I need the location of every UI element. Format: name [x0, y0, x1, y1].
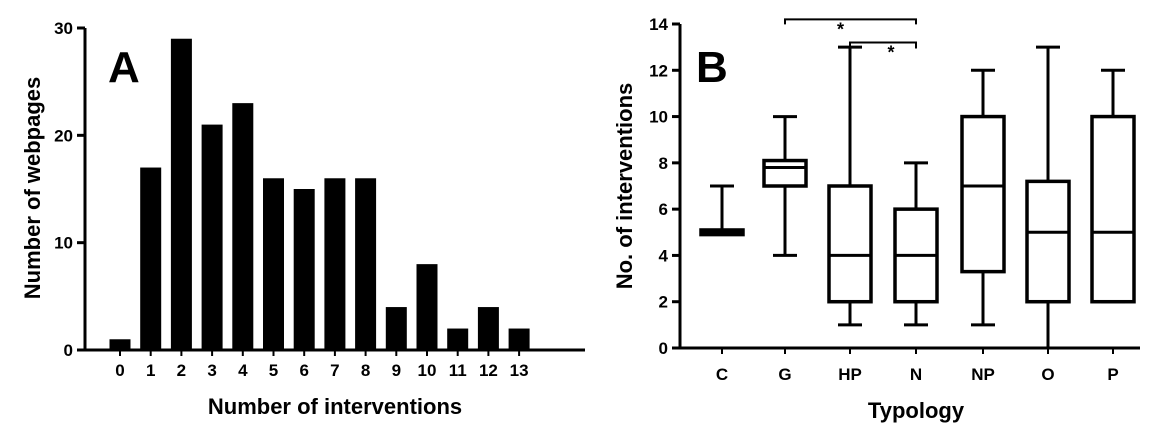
x-tick-label: 0 — [115, 361, 124, 380]
x-tick-label: 10 — [418, 361, 437, 380]
box — [960, 114, 1006, 274]
bar — [355, 178, 377, 350]
box-plot-o — [1025, 45, 1071, 350]
box-plot-hp — [827, 45, 873, 327]
y-tick-label: 2 — [659, 293, 668, 312]
bar — [447, 328, 469, 350]
x-tick-label: P — [1107, 365, 1118, 384]
x-tick-label: NP — [971, 365, 995, 384]
y-tick-label: 10 — [649, 108, 668, 127]
x-tick-label: 4 — [238, 361, 248, 380]
y-tick-label: 20 — [54, 126, 73, 145]
box-plot-np — [960, 68, 1006, 327]
bar — [232, 103, 254, 350]
y-tick-label: 12 — [649, 61, 668, 80]
x-tick-label: C — [716, 365, 728, 384]
bar — [324, 178, 346, 350]
x-tick-label: O — [1041, 365, 1054, 384]
y-axis-title: No. of interventions — [612, 83, 637, 290]
bar — [140, 167, 162, 350]
box — [1025, 179, 1071, 304]
y-tick-label: 6 — [659, 200, 668, 219]
box-plot-n — [893, 161, 939, 327]
bar — [508, 328, 530, 350]
x-axis-title: Typology — [868, 398, 965, 423]
x-tick-label: 9 — [392, 361, 401, 380]
x-tick-label: 13 — [510, 361, 529, 380]
significance-bracket — [849, 41, 917, 49]
panel-letter: A — [108, 43, 140, 92]
bar — [201, 124, 223, 350]
bar — [477, 307, 499, 350]
bar — [263, 178, 284, 350]
panel-b: 0 2 4 6 8 10 12 14 C G HP N NP O P * * B Typology No. of in… — [612, 15, 1140, 423]
x-tick-label: HP — [838, 365, 862, 384]
y-tick-label: 0 — [64, 341, 73, 360]
x-tick-label: 8 — [361, 361, 370, 380]
x-tick-label: N — [910, 365, 922, 384]
box — [762, 158, 808, 188]
significance-star: * — [887, 43, 894, 63]
bar — [385, 307, 407, 350]
bar — [170, 38, 192, 350]
panel-letter: B — [696, 43, 728, 92]
significance-bracket — [784, 18, 917, 25]
bar — [293, 189, 315, 350]
y-tick-label: 4 — [659, 246, 669, 265]
box-plot-c — [699, 184, 745, 237]
x-tick-label: 6 — [299, 361, 308, 380]
y-tick-label: 8 — [659, 154, 668, 173]
x-tick-label: G — [778, 365, 791, 384]
box — [1090, 114, 1136, 304]
y-tick-label: 10 — [54, 234, 73, 253]
y-tick-label: 14 — [649, 15, 668, 34]
x-axis-title: Number of interventions — [208, 394, 462, 419]
box-plot-p — [1090, 68, 1136, 304]
x-tick-label: 2 — [177, 361, 186, 380]
box — [827, 184, 873, 304]
x-tick-label: 7 — [330, 361, 339, 380]
x-tick-label: 3 — [207, 361, 216, 380]
y-tick-label: 0 — [659, 339, 668, 358]
y-tick-label: 30 — [54, 19, 73, 38]
significance-star: * — [837, 19, 844, 39]
x-tick-label: 1 — [146, 361, 155, 380]
x-tick-label: 12 — [479, 361, 498, 380]
bar — [109, 339, 131, 350]
bar — [416, 264, 438, 350]
x-tick-label: 11 — [449, 361, 467, 380]
box-plot-g — [762, 115, 808, 257]
x-tick-label: 5 — [269, 361, 278, 380]
y-axis-title: Number of webpages — [20, 77, 45, 299]
